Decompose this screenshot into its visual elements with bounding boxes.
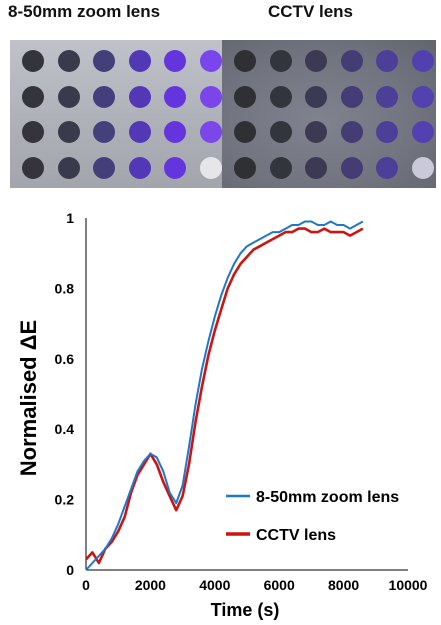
cctv-lens-well-r4-c6 xyxy=(411,156,434,179)
y-tick-label: 0 xyxy=(66,562,74,578)
zoom-lens-well-r3-c4 xyxy=(128,121,151,143)
cctv-lens-well-r1-c4 xyxy=(340,50,363,72)
zoom-lens-well-r4-c3 xyxy=(93,156,115,179)
zoom-lens-well-r3-c1 xyxy=(22,121,44,143)
cctv-lens-well-r1-c3 xyxy=(305,50,327,72)
cctv-lens-well-r2-c6 xyxy=(411,85,434,108)
cctv-lens-well-r3-c6 xyxy=(411,121,434,143)
zoom-lens-well-r3-c2 xyxy=(57,121,80,143)
cctv-lens-well-r1-c5 xyxy=(376,50,398,72)
zoom-lens-well-r1-c2 xyxy=(57,50,80,72)
zoom-lens-well-r1-c5 xyxy=(164,50,186,72)
zoom-lens-well-r2-c4 xyxy=(128,85,151,108)
cctv-lens-well-r1-c6 xyxy=(411,50,434,72)
legend-label: CCTV lens xyxy=(256,527,336,544)
cctv-lens-well-r2-c1 xyxy=(234,85,256,108)
zoom-lens-well-r3-c6 xyxy=(199,121,222,143)
x-tick-label: 0 xyxy=(82,577,90,593)
chart-axes xyxy=(85,218,408,571)
cctv-lens-well-r3-c4 xyxy=(340,121,363,143)
x-axis-label: Time (s) xyxy=(211,600,280,620)
series-cctv-lens-line xyxy=(85,227,364,565)
zoom-lens-well-r1-c3 xyxy=(93,50,115,72)
zoom-lens-well-r1-c1 xyxy=(22,50,44,72)
zoom-lens-well-r1-c6 xyxy=(199,50,222,72)
zoom-lens-well-r2-c2 xyxy=(57,85,80,108)
cctv-lens-well-r4-c4 xyxy=(340,156,363,179)
cctv-lens-well-r3-c1 xyxy=(234,121,256,143)
y-axis-label: Normalised ΔE xyxy=(16,320,41,476)
cctv-lens-well-r2-c4 xyxy=(340,85,363,108)
zoom-lens-well-r1-c4 xyxy=(128,50,151,72)
chart-legend: 8-50mm zoom lens CCTV lens xyxy=(226,489,399,544)
x-tick-label: 6000 xyxy=(264,577,295,593)
series-zoom-lens-line xyxy=(85,220,364,571)
tick-labels: 0 0.2 0.4 0.6 0.8 1 0 2000 4000 6000 8000 10000 xyxy=(55,210,428,593)
y-tick-label: 0.4 xyxy=(55,421,75,437)
y-tick-label: 0.8 xyxy=(55,280,75,296)
cctv-lens-well-r2-c3 xyxy=(305,85,327,108)
zoom-lens-well-r3-c3 xyxy=(93,121,115,143)
x-tick-label: 4000 xyxy=(199,577,230,593)
zoom-lens-well-plate-image xyxy=(10,40,224,188)
cctv-lens-well-r1-c2 xyxy=(269,50,292,72)
cctv-lens-well-r4-c5 xyxy=(376,156,398,179)
zoom-lens-well-r4-c2 xyxy=(57,156,80,179)
zoom-lens-well-r4-c1 xyxy=(22,156,44,179)
x-tick-label: 2000 xyxy=(135,577,166,593)
left-plate-title: 8-50mm zoom lens xyxy=(8,2,161,21)
cctv-lens-well-r2-c5 xyxy=(376,85,398,108)
cctv-lens-well-r1-c1 xyxy=(234,50,256,72)
zoom-lens-well-r3-c5 xyxy=(164,121,186,143)
x-tick-label: 10000 xyxy=(389,577,428,593)
zoom-lens-well-r2-c1 xyxy=(22,85,44,108)
zoom-lens-well-r2-c6 xyxy=(199,85,222,108)
cctv-lens-well-r3-c3 xyxy=(305,121,327,143)
cctv-lens-well-plate-image xyxy=(222,40,436,188)
legend-label: 8-50mm zoom lens xyxy=(256,489,399,506)
series-layer xyxy=(85,220,364,571)
cctv-lens-well-r2-c2 xyxy=(269,85,292,108)
y-tick-label: 0.6 xyxy=(55,351,75,367)
zoom-lens-well-r4-c6 xyxy=(199,156,222,179)
zoom-lens-well-r2-c5 xyxy=(164,85,186,108)
cctv-lens-well-r4-c2 xyxy=(269,156,292,179)
cctv-lens-well-r3-c2 xyxy=(269,121,292,143)
x-tick-label: 8000 xyxy=(328,577,359,593)
zoom-lens-well-r2-c3 xyxy=(93,85,115,108)
delta-e-line-chart: 0 0.2 0.4 0.6 0.8 1 0 2000 4000 6000 8000 10000 Nor… xyxy=(16,210,428,620)
cctv-lens-well-r3-c5 xyxy=(376,121,398,143)
cctv-lens-well-r4-c3 xyxy=(305,156,327,179)
zoom-lens-well-r4-c5 xyxy=(164,156,186,179)
cctv-lens-well-r4-c1 xyxy=(234,156,256,179)
zoom-lens-well-r4-c4 xyxy=(128,156,151,179)
right-plate-title: CCTV lens xyxy=(268,2,354,21)
y-tick-label: 0.2 xyxy=(55,492,75,508)
y-tick-label: 1 xyxy=(66,210,74,226)
